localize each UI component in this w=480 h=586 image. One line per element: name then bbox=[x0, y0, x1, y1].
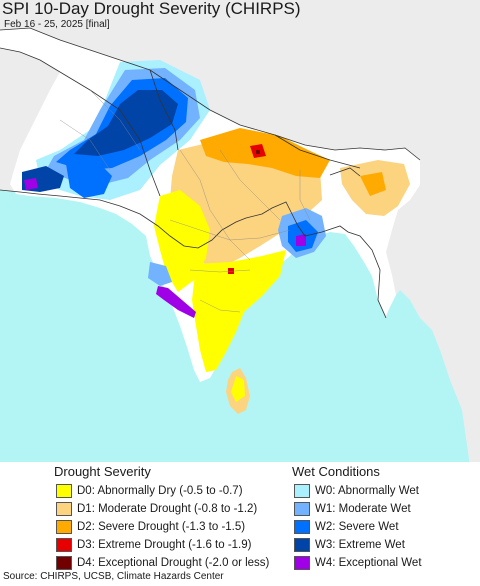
drought-d2-northeast bbox=[360, 172, 386, 196]
wet-w4-east bbox=[296, 234, 306, 246]
legend-label-d1: D1: Moderate Drought (-0.8 to -1.2) bbox=[77, 503, 258, 515]
legend: Drought Severity Wet Conditions D0: Abno… bbox=[0, 462, 480, 570]
legend-swatch-d3 bbox=[56, 538, 72, 552]
drought-d3-central bbox=[228, 268, 234, 274]
legend-wet-heading: Wet Conditions bbox=[292, 464, 380, 479]
legend-swatch-w1 bbox=[294, 502, 310, 516]
drought-d4-north bbox=[256, 150, 260, 154]
wet-w4-coast bbox=[24, 178, 38, 190]
legend-label-w0: W0: Abnormally Wet bbox=[315, 485, 419, 497]
legend-label-w1: W1: Moderate Wet bbox=[315, 503, 411, 515]
legend-item-d3: D3: Extreme Drought (-1.6 to -1.9) bbox=[56, 536, 251, 554]
drought-d0-south bbox=[192, 250, 286, 372]
drought-map bbox=[0, 0, 480, 466]
legend-item-w3: W3: Extreme Wet bbox=[294, 536, 405, 554]
legend-swatch-d0 bbox=[56, 484, 72, 498]
legend-label-w4: W4: Exceptional Wet bbox=[315, 557, 422, 569]
map-title: SPI 10-Day Drought Severity (CHIRPS) bbox=[2, 0, 301, 18]
legend-swatch-d1 bbox=[56, 502, 72, 516]
legend-item-w1: W1: Moderate Wet bbox=[294, 500, 411, 518]
legend-item-w0: W0: Abnormally Wet bbox=[294, 482, 419, 500]
legend-drought-heading: Drought Severity bbox=[54, 464, 151, 479]
wet-w1-deccan bbox=[148, 262, 172, 286]
legend-label-d4: D4: Exceptional Drought (-2.0 or less) bbox=[77, 557, 270, 569]
source-note: Source: CHIRPS, UCSB, Climate Hazards Ce… bbox=[3, 571, 224, 582]
legend-label-w2: W2: Severe Wet bbox=[315, 521, 399, 533]
legend-item-w2: W2: Severe Wet bbox=[294, 518, 399, 536]
legend-swatch-w3 bbox=[294, 538, 310, 552]
wet-w3-north bbox=[74, 90, 178, 156]
wet-w4-deccan bbox=[156, 286, 196, 318]
state-borders bbox=[59, 89, 311, 313]
legend-swatch-d2 bbox=[56, 520, 72, 534]
sri-lanka-dry bbox=[231, 376, 245, 402]
legend-item-d1: D1: Moderate Drought (-0.8 to -1.2) bbox=[56, 500, 257, 518]
legend-label-d3: D3: Extreme Drought (-1.6 to -1.9) bbox=[77, 539, 252, 551]
legend-label-d2: D2: Severe Drought (-1.3 to -1.5) bbox=[77, 521, 246, 533]
legend-swatch-d4 bbox=[56, 556, 72, 570]
legend-label-d0: D0: Abnormally Dry (-0.5 to -0.7) bbox=[77, 485, 243, 497]
legend-swatch-w2 bbox=[294, 520, 310, 534]
legend-label-w3: W3: Extreme Wet bbox=[315, 539, 405, 551]
legend-swatch-w4 bbox=[294, 556, 310, 570]
legend-item-d2: D2: Severe Drought (-1.3 to -1.5) bbox=[56, 518, 245, 536]
legend-item-d0: D0: Abnormally Dry (-0.5 to -0.7) bbox=[56, 482, 243, 500]
legend-item-w4: W4: Exceptional Wet bbox=[294, 554, 422, 572]
legend-swatch-w0 bbox=[294, 484, 310, 498]
wet-w2-sindh bbox=[66, 160, 112, 198]
map-subtitle: Feb 16 - 25, 2025 [final] bbox=[4, 19, 110, 30]
legend-item-d4: D4: Exceptional Drought (-2.0 or less) bbox=[56, 554, 269, 572]
country-borders bbox=[0, 27, 421, 319]
